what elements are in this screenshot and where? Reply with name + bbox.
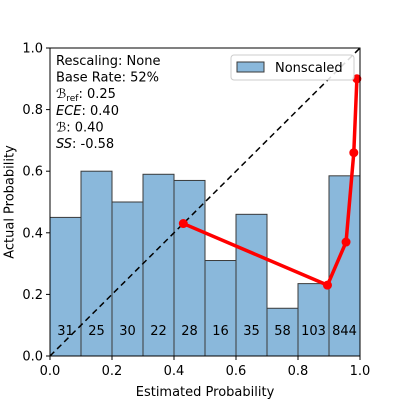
annotation-line-3: ℬref: 0.25 [56, 87, 116, 104]
calibration-point-5 [352, 74, 362, 84]
legend-swatch [236, 61, 265, 73]
y-tick-label: 0.2 [22, 288, 43, 303]
calibration-curve-group [178, 74, 362, 290]
annotation-line-2: Base Rate: 52% [56, 71, 159, 86]
legend-box [230, 54, 355, 81]
count-label-bin-4: 22 [150, 324, 167, 339]
bar-bin-6 [204, 260, 237, 357]
legend-label: Nonscaled [275, 61, 343, 76]
x-axis-label: Estimated Probability [136, 385, 275, 400]
count-label-bin-1: 31 [57, 324, 74, 339]
calibration-point-2 [322, 280, 332, 290]
x-tick-label: 0.4 [164, 364, 185, 379]
bar-bin-1 [49, 216, 82, 357]
x-axis-ticks: 0.0 0.2 0.4 0.6 0.8 1.0 [40, 356, 371, 379]
y-tick-label: 0.8 [22, 103, 43, 118]
count-label-bin-6: 16 [212, 324, 229, 339]
count-label-bin-5: 28 [181, 324, 198, 339]
plot-frame [49, 47, 361, 357]
calibration-point-3 [341, 237, 351, 247]
y-tick-label: 0.4 [22, 226, 43, 241]
bar-bin-3 [111, 201, 144, 357]
x-tick-label: 0.6 [226, 364, 247, 379]
y-tick-label: 0.6 [22, 165, 43, 180]
count-label-bin-8: 58 [274, 324, 291, 339]
count-label-bin-2: 25 [88, 324, 105, 339]
calibration-point-4 [349, 148, 359, 158]
counts-group: 31 25 30 22 28 16 35 58 103 844 [57, 324, 357, 339]
annotation-line-5: ℬ: 0.40 [56, 120, 104, 135]
diagonal-reference-line [49, 47, 361, 357]
y-axis-label: Actual Probability [3, 145, 18, 259]
bar-bin-9 [297, 283, 330, 357]
annotation-line-4: ECE: 0.40 [56, 104, 119, 119]
annotation-line-1: Rescaling: None [56, 54, 160, 69]
legend: Nonscaled [230, 54, 355, 81]
x-tick-label: 0.2 [102, 364, 123, 379]
annotation-line-6: SS: -0.58 [56, 137, 114, 152]
calibration-point-1 [178, 219, 188, 229]
x-tick-label: 1.0 [350, 364, 371, 379]
count-label-bin-3: 30 [119, 324, 136, 339]
count-label-bin-9: 103 [301, 324, 326, 339]
x-tick-label: 0.0 [40, 364, 61, 379]
count-label-bin-7: 35 [243, 324, 260, 339]
y-tick-label: 0.0 [22, 350, 43, 365]
y-axis-ticks: 0.0 0.2 0.4 0.6 0.8 1.0 [22, 42, 50, 365]
bars-group [49, 170, 361, 357]
count-label-bin-10: 844 [332, 324, 357, 339]
metrics-annotation: Rescaling: None Base Rate: 52%ℬref: 0.25E… [56, 54, 160, 152]
bar-bin-8 [266, 307, 299, 357]
bar-bin-2 [80, 170, 113, 357]
y-tick-label: 1.0 [22, 42, 43, 57]
x-tick-label: 0.8 [288, 364, 309, 379]
